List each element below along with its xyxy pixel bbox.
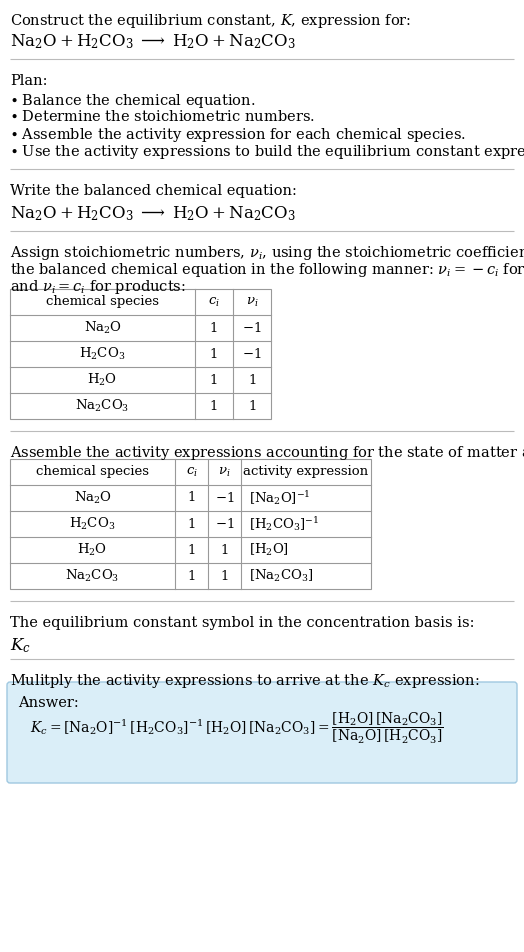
Text: and $\nu_i = c_i$ for products:: and $\nu_i = c_i$ for products: <box>10 278 186 296</box>
Text: $\mathrm{Na_2O}$: $\mathrm{Na_2O}$ <box>73 489 112 506</box>
Text: 1: 1 <box>210 373 218 387</box>
Text: $\bullet$ Balance the chemical equation.: $\bullet$ Balance the chemical equation. <box>10 92 255 109</box>
Text: $\nu_i$: $\nu_i$ <box>218 465 231 478</box>
Text: 1: 1 <box>187 517 195 530</box>
Text: 1: 1 <box>187 543 195 556</box>
Text: activity expression: activity expression <box>244 465 368 478</box>
Text: Assemble the activity expressions accounting for the state of matter and $\nu_i$: Assemble the activity expressions accoun… <box>10 444 524 462</box>
Text: $\mathrm{H_2CO_3}$: $\mathrm{H_2CO_3}$ <box>69 515 116 531</box>
Text: $K_c = [\mathrm{Na_2O}]^{-1}\,[\mathrm{H_2CO_3}]^{-1}\,[\mathrm{H_2O}]\,[\mathrm: $K_c = [\mathrm{Na_2O}]^{-1}\,[\mathrm{H… <box>30 709 444 744</box>
Bar <box>10 289 271 420</box>
Text: $c_i$: $c_i$ <box>208 295 220 308</box>
Text: $1$: $1$ <box>248 399 256 412</box>
Text: chemical species: chemical species <box>36 465 149 478</box>
Text: chemical species: chemical species <box>46 295 159 308</box>
Text: Plan:: Plan: <box>10 74 48 88</box>
Text: $\mathrm{Na_2O + H_2CO_3 \;\longrightarrow\; H_2O + Na_2CO_3}$: $\mathrm{Na_2O + H_2CO_3 \;\longrightarr… <box>10 32 296 50</box>
Text: $\mathrm{H_2O}$: $\mathrm{H_2O}$ <box>78 542 107 558</box>
Text: The equilibrium constant symbol in the concentration basis is:: The equilibrium constant symbol in the c… <box>10 615 475 629</box>
Text: $[\mathrm{H_2O}]$: $[\mathrm{H_2O}]$ <box>249 542 289 558</box>
Text: $1$: $1$ <box>248 372 256 387</box>
Text: $[\mathrm{H_2CO_3}]^{-1}$: $[\mathrm{H_2CO_3}]^{-1}$ <box>249 514 319 532</box>
Text: 1: 1 <box>187 491 195 504</box>
Text: 1: 1 <box>187 569 195 582</box>
Bar <box>10 460 371 589</box>
Text: the balanced chemical equation in the following manner: $\nu_i = -c_i$ for react: the balanced chemical equation in the fo… <box>10 261 524 279</box>
Text: 1: 1 <box>210 347 218 360</box>
Text: $c_i$: $c_i$ <box>185 465 198 478</box>
Text: 1: 1 <box>210 399 218 412</box>
Text: Write the balanced chemical equation:: Write the balanced chemical equation: <box>10 184 297 198</box>
Text: $\mathrm{H_2CO_3}$: $\mathrm{H_2CO_3}$ <box>79 346 126 362</box>
Text: Mulitply the activity expressions to arrive at the $K_c$ expression:: Mulitply the activity expressions to arr… <box>10 671 479 689</box>
Text: $\bullet$ Determine the stoichiometric numbers.: $\bullet$ Determine the stoichiometric n… <box>10 109 315 124</box>
Text: $\mathrm{Na_2O}$: $\mathrm{Na_2O}$ <box>83 320 122 336</box>
FancyBboxPatch shape <box>7 683 517 783</box>
Text: $\bullet$ Assemble the activity expression for each chemical species.: $\bullet$ Assemble the activity expressi… <box>10 126 466 144</box>
Text: Assign stoichiometric numbers, $\nu_i$, using the stoichiometric coefficients, $: Assign stoichiometric numbers, $\nu_i$, … <box>10 244 524 262</box>
Text: $-1$: $-1$ <box>242 321 262 335</box>
Text: Construct the equilibrium constant, $K$, expression for:: Construct the equilibrium constant, $K$,… <box>10 12 411 30</box>
Text: 1: 1 <box>210 321 218 334</box>
Text: $K_c$: $K_c$ <box>10 635 31 654</box>
Text: $\mathrm{Na_2CO_3}$: $\mathrm{Na_2CO_3}$ <box>66 567 119 584</box>
Text: $\nu_i$: $\nu_i$ <box>246 295 258 308</box>
Text: $-1$: $-1$ <box>215 516 234 530</box>
Text: $\bullet$ Use the activity expressions to build the equilibrium constant express: $\bullet$ Use the activity expressions t… <box>10 143 524 161</box>
Text: Answer:: Answer: <box>18 695 79 709</box>
Text: $-1$: $-1$ <box>242 347 262 361</box>
Text: $[\mathrm{Na_2O}]^{-1}$: $[\mathrm{Na_2O}]^{-1}$ <box>249 488 311 506</box>
Text: $\mathrm{Na_2O + H_2CO_3 \;\longrightarrow\; H_2O + Na_2CO_3}$: $\mathrm{Na_2O + H_2CO_3 \;\longrightarr… <box>10 204 296 223</box>
Text: $1$: $1$ <box>220 568 228 583</box>
Text: $\mathrm{H_2O}$: $\mathrm{H_2O}$ <box>88 371 117 387</box>
Text: $[\mathrm{Na_2CO_3}]$: $[\mathrm{Na_2CO_3}]$ <box>249 567 313 584</box>
Text: $-1$: $-1$ <box>215 490 234 505</box>
Text: $\mathrm{Na_2CO_3}$: $\mathrm{Na_2CO_3}$ <box>75 398 129 413</box>
Text: $1$: $1$ <box>220 543 228 556</box>
